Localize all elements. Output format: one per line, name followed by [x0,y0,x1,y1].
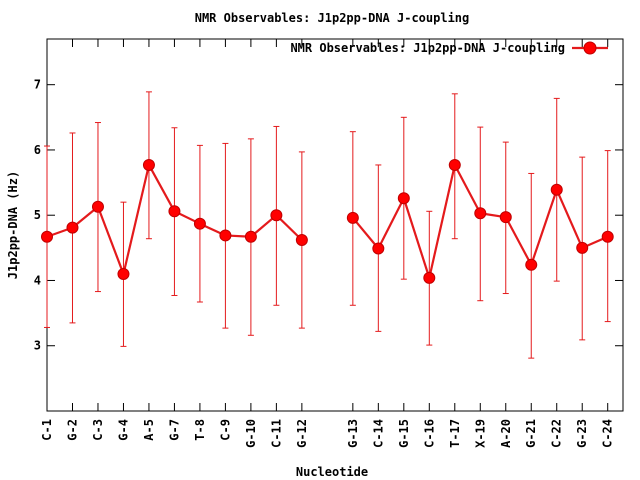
y-tick-label: 3 [34,339,41,353]
data-point [423,271,436,284]
y-axis: 3 4 5 6 7 [34,78,623,353]
legend-marker [583,41,597,55]
x-tick-label: G-7 [167,419,181,441]
y-tick-label: 6 [34,143,41,157]
x-tick-label: C-22 [550,419,564,448]
x-tick-label: G-21 [524,419,538,448]
data-points [41,158,614,284]
data-point [117,267,130,280]
x-tick-label: G-12 [295,419,309,448]
data-point [142,158,155,171]
y-axis-label: J1p2pp-DNA (Hz) [6,171,20,279]
y-tick-label: 5 [34,208,41,222]
x-tick-label: C-24 [601,419,615,448]
line-segment [504,216,533,266]
x-tick-label: G-10 [244,419,258,448]
x-tick-label: G-2 [65,419,79,441]
x-tick-label: G-23 [575,419,589,448]
data-point [397,192,410,205]
x-tick-label: C-9 [218,419,232,441]
x-tick-label: G-15 [397,419,411,448]
data-point [244,230,257,243]
data-point [601,230,614,243]
data-point [168,205,181,218]
line-segment [351,217,380,250]
x-tick-label: C-14 [371,419,385,448]
data-point [346,211,359,224]
data-point [193,217,206,230]
legend: NMR Observables: J1p2pp-DNA J-coupling [290,41,608,55]
data-point [448,158,461,171]
x-tick-label: G-13 [346,419,360,448]
data-point [525,258,538,271]
line-segment [555,189,584,249]
x-tick-label: G-4 [116,419,130,441]
line-segment [402,197,431,279]
data-point [576,241,589,254]
x-tick-label: A-5 [142,419,156,441]
x-tick-label: T-8 [193,419,207,441]
line-segment [530,189,558,266]
data-point [66,221,79,234]
error-bars [44,91,611,359]
x-tick-label: A-20 [499,419,513,448]
x-tick-label: C-16 [422,419,436,448]
data-point [550,183,563,196]
data-point [219,229,232,242]
x-tick-label: C-3 [91,419,105,441]
line-segment [96,206,125,275]
x-tick-label: C-11 [269,419,283,448]
line-segment [377,197,405,249]
data-point [295,234,308,247]
line-segment [122,164,151,275]
plot-frame [46,38,624,412]
line-segment [453,164,482,214]
x-axis-label: Nucleotide [296,465,368,479]
data-point [474,207,487,220]
x-tick-label: X-19 [473,419,487,448]
series-line [46,164,609,279]
x-tick-label: C-1 [40,419,54,441]
line-segment [428,164,456,279]
data-point [270,209,283,222]
x-axis: C-1 G-2 C-3 G-4 A-5 G-7 T-8 C-9 G-10 C-11 G-12 G-13… [40,39,615,448]
data-point [41,230,53,243]
x-tick-label: T-17 [448,419,462,448]
data-point [91,200,104,213]
data-point [499,211,512,224]
chart-title: NMR Observables: J1p2pp-DNA J-coupling [195,11,470,25]
y-tick-label: 4 [34,273,41,287]
legend-label: NMR Observables: J1p2pp-DNA J-coupling [290,41,565,55]
line-segment [147,164,176,212]
data-point [372,242,385,255]
y-tick-label: 7 [34,78,41,92]
